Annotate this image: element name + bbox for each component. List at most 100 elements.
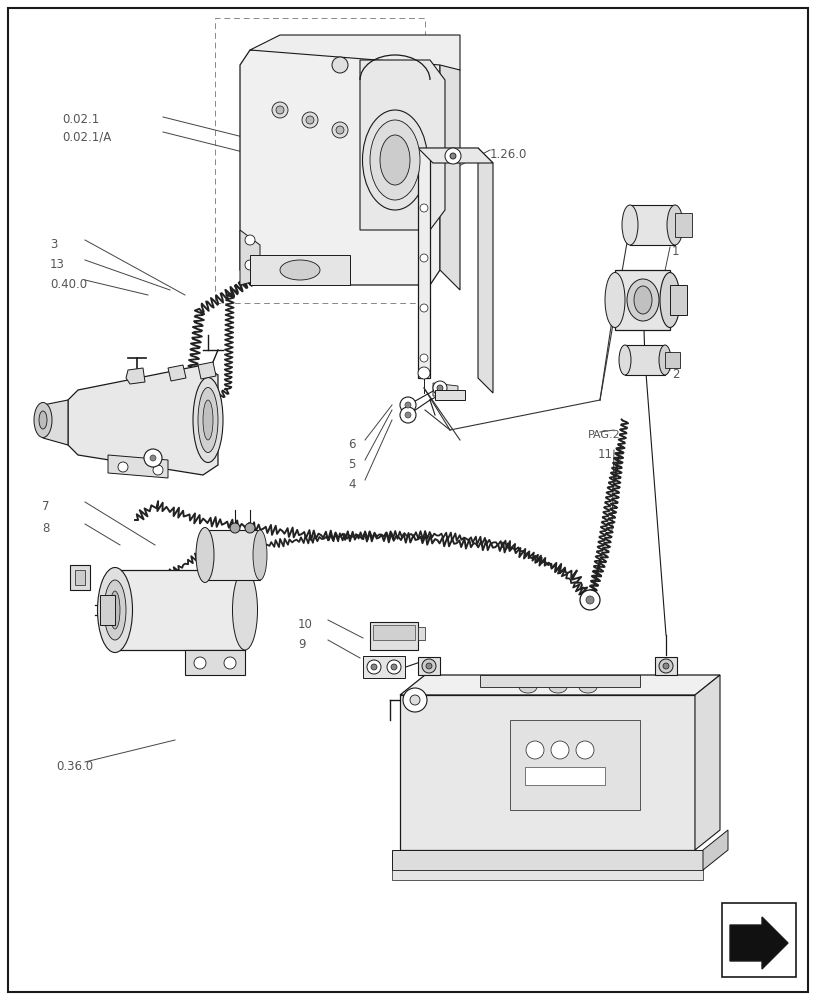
Ellipse shape — [39, 411, 47, 429]
Polygon shape — [480, 675, 640, 687]
Polygon shape — [68, 365, 218, 475]
Ellipse shape — [97, 568, 132, 652]
Polygon shape — [435, 390, 465, 400]
Ellipse shape — [362, 110, 428, 210]
Polygon shape — [675, 213, 692, 237]
Polygon shape — [198, 362, 216, 379]
Bar — [525, 767, 605, 785]
Polygon shape — [665, 352, 680, 368]
Text: 10: 10 — [298, 618, 313, 631]
Text: 2: 2 — [672, 368, 680, 381]
Text: 1: 1 — [672, 245, 680, 258]
Circle shape — [422, 659, 436, 673]
Polygon shape — [392, 870, 703, 880]
Bar — [510, 720, 640, 810]
Circle shape — [580, 590, 600, 610]
Ellipse shape — [660, 272, 680, 328]
Circle shape — [387, 660, 401, 674]
Ellipse shape — [627, 279, 659, 321]
Circle shape — [405, 412, 411, 418]
Polygon shape — [400, 675, 720, 695]
Text: 11: 11 — [598, 448, 613, 461]
Circle shape — [371, 664, 377, 670]
Ellipse shape — [579, 681, 597, 693]
Polygon shape — [240, 50, 440, 285]
Circle shape — [150, 455, 156, 461]
Text: 0.36.0: 0.36.0 — [56, 760, 93, 773]
Ellipse shape — [110, 591, 120, 629]
Circle shape — [576, 741, 594, 759]
Polygon shape — [418, 657, 440, 675]
Text: 6: 6 — [348, 438, 356, 451]
Circle shape — [272, 102, 288, 118]
Circle shape — [586, 596, 594, 604]
Polygon shape — [730, 917, 788, 969]
Ellipse shape — [634, 286, 652, 314]
Circle shape — [400, 397, 416, 413]
Text: 0.02.1/A: 0.02.1/A — [62, 130, 111, 143]
Ellipse shape — [203, 400, 213, 440]
Ellipse shape — [34, 402, 52, 438]
Ellipse shape — [280, 260, 320, 280]
Polygon shape — [43, 400, 68, 445]
Ellipse shape — [380, 135, 410, 185]
Text: 5: 5 — [348, 458, 356, 471]
Polygon shape — [108, 455, 168, 478]
Circle shape — [437, 385, 443, 391]
Ellipse shape — [196, 528, 214, 582]
Circle shape — [400, 407, 416, 423]
Circle shape — [150, 455, 156, 461]
Circle shape — [332, 122, 348, 138]
Text: 14: 14 — [672, 218, 687, 231]
Circle shape — [245, 260, 255, 270]
Circle shape — [391, 664, 397, 670]
Polygon shape — [100, 595, 115, 625]
Polygon shape — [625, 345, 665, 375]
Text: PAG.2: PAG.2 — [588, 430, 621, 440]
Circle shape — [230, 523, 240, 533]
Polygon shape — [418, 148, 493, 163]
Ellipse shape — [667, 205, 683, 245]
Polygon shape — [205, 530, 260, 580]
Circle shape — [405, 402, 411, 408]
Polygon shape — [703, 830, 728, 870]
Polygon shape — [250, 255, 350, 285]
Circle shape — [659, 659, 673, 673]
Circle shape — [418, 367, 430, 379]
Circle shape — [332, 57, 348, 73]
Polygon shape — [630, 205, 675, 245]
Polygon shape — [185, 650, 245, 675]
Ellipse shape — [619, 345, 631, 375]
Circle shape — [403, 688, 427, 712]
Ellipse shape — [104, 580, 126, 640]
Circle shape — [450, 153, 456, 159]
Ellipse shape — [519, 681, 537, 693]
Polygon shape — [75, 570, 85, 585]
Polygon shape — [433, 383, 458, 396]
Text: 0.02.1: 0.02.1 — [62, 113, 100, 126]
Circle shape — [302, 112, 318, 128]
Text: 13: 13 — [50, 258, 65, 271]
Circle shape — [420, 204, 428, 212]
Polygon shape — [126, 368, 145, 384]
Circle shape — [420, 304, 428, 312]
Circle shape — [118, 462, 128, 472]
Circle shape — [663, 663, 669, 669]
Bar — [722, 903, 796, 977]
Circle shape — [145, 450, 161, 466]
Text: 8: 8 — [42, 522, 50, 535]
Polygon shape — [695, 675, 720, 850]
Circle shape — [367, 660, 381, 674]
Ellipse shape — [659, 345, 671, 375]
Ellipse shape — [253, 530, 267, 580]
Ellipse shape — [622, 205, 638, 245]
Polygon shape — [168, 365, 186, 381]
Polygon shape — [670, 285, 687, 315]
Ellipse shape — [198, 387, 218, 452]
Circle shape — [153, 465, 163, 475]
Bar — [215, 18, 425, 303]
Text: 4: 4 — [348, 478, 356, 491]
Circle shape — [445, 148, 461, 164]
Polygon shape — [418, 627, 425, 640]
Circle shape — [336, 126, 344, 134]
